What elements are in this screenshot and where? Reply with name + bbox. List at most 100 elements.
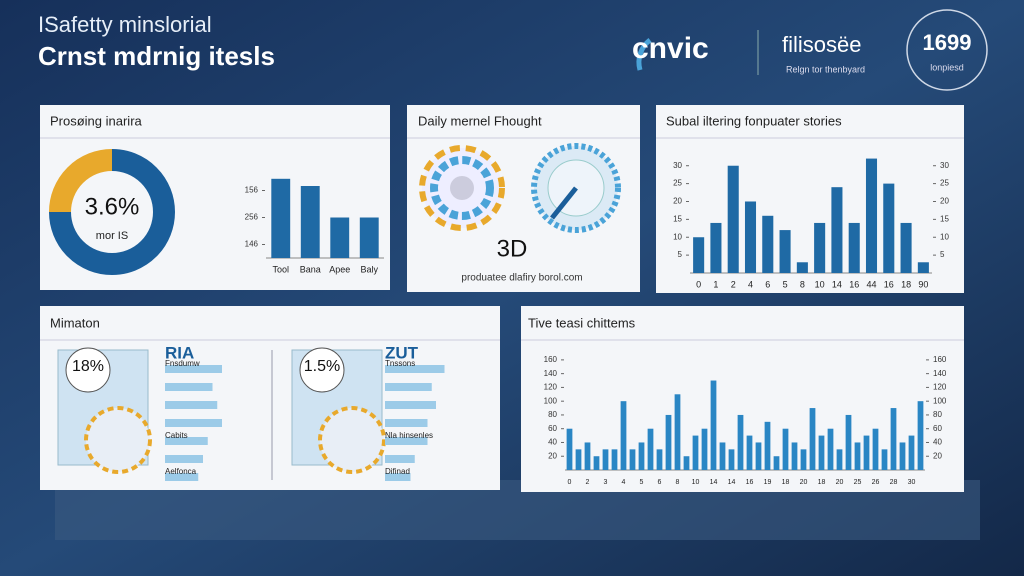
brand2-sub: Relgn tor thenbyard (786, 64, 865, 74)
bar (165, 383, 213, 391)
bar (845, 414, 852, 470)
category-label: Aelfonca (165, 467, 197, 476)
bar (728, 449, 735, 470)
bar (917, 262, 929, 273)
bar (271, 178, 291, 258)
donut-sub: mor IS (96, 230, 128, 242)
bar (848, 222, 860, 273)
x-tick-label: Apee (329, 264, 350, 274)
category-label: Nla hinsenles (385, 431, 433, 440)
bar (796, 262, 808, 273)
title: ISafetty minslorial (38, 12, 212, 37)
panel-title: Mimaton (50, 315, 100, 330)
bar (165, 419, 222, 427)
bar (701, 428, 708, 470)
x-tick-label: 2 (731, 279, 736, 289)
callout (299, 347, 345, 393)
y-tick-label: 156 (245, 186, 259, 195)
bar (762, 215, 774, 273)
y-tick-label: 15 (940, 214, 949, 223)
bar (744, 201, 757, 273)
y-tick-label: 80 (933, 410, 942, 419)
bar (737, 414, 744, 470)
bar (791, 442, 798, 470)
y-tick-label: 256 (245, 213, 259, 222)
label: 3D (497, 235, 528, 262)
x-tick-label: Tool (272, 264, 289, 274)
badge (906, 9, 988, 91)
bar (330, 217, 350, 258)
x-tick-label: 25 (854, 479, 862, 486)
x-tick-label: 8 (676, 479, 680, 486)
y-tick-label: 25 (940, 179, 949, 188)
bar (674, 394, 681, 470)
y-tick-label: 15 (673, 214, 682, 223)
bar (385, 401, 436, 409)
x-tick-label: 3 (604, 479, 608, 486)
bar (814, 222, 826, 273)
x-tick-label: 26 (872, 479, 880, 486)
y-tick-label: 40 (548, 438, 557, 447)
bar (883, 183, 895, 273)
y-tick-label: 30 (673, 161, 682, 170)
x-tick-label: 18 (782, 479, 790, 486)
bar (899, 442, 906, 470)
panel-title: Subal iltering fonpuater stories (666, 113, 842, 128)
bar (809, 408, 816, 470)
y-tick-label: 20 (548, 451, 557, 460)
bar (385, 455, 415, 463)
x-tick-label: 0 (696, 279, 701, 289)
bar (881, 449, 888, 470)
bar (602, 449, 609, 470)
bar (584, 442, 591, 470)
panel-title: Tive teasi chittems (528, 315, 636, 330)
y-tick-label: 100 (544, 396, 558, 405)
x-tick-label: 14 (710, 479, 718, 486)
y-tick-label: 5 (940, 250, 945, 259)
big-label: ZUT (385, 343, 419, 362)
y-tick-label: 146 (245, 240, 259, 249)
category-label: Fnsdumw (165, 359, 200, 368)
bar (917, 401, 924, 470)
bar (665, 414, 672, 470)
bar (611, 449, 618, 470)
bar (656, 449, 663, 470)
x-tick-label: Baly (360, 264, 378, 274)
y-tick-label: 120 (933, 383, 947, 392)
x-tick-label: 16 (746, 479, 754, 486)
panel (656, 105, 964, 293)
bar (300, 186, 320, 258)
bar (165, 437, 208, 445)
x-tick-label: 90 (918, 279, 928, 289)
panel-title: Daily mernel Fhought (418, 113, 542, 128)
x-tick-label: 28 (890, 479, 898, 486)
bar (818, 435, 825, 470)
bar (593, 456, 600, 470)
bar (629, 449, 636, 470)
bar (385, 437, 428, 445)
bar (865, 158, 878, 273)
x-tick-label: 16 (884, 279, 894, 289)
bar (836, 449, 843, 470)
category-label: Cabits (165, 431, 188, 440)
bar (710, 222, 722, 273)
bar (647, 428, 654, 470)
bar (746, 435, 753, 470)
y-tick-label: 80 (548, 410, 557, 419)
x-tick-label: 2 (586, 479, 590, 486)
bar (764, 421, 771, 470)
x-tick-label: 20 (836, 479, 844, 486)
bar (908, 435, 915, 470)
x-tick-label: 18 (818, 479, 826, 486)
x-tick-label: 14 (728, 479, 736, 486)
x-tick-label: 44 (866, 279, 876, 289)
y-tick-label: 5 (678, 250, 683, 259)
bar (719, 442, 726, 470)
illustration (318, 406, 386, 474)
x-tick-label: 4 (622, 479, 626, 486)
bar (854, 442, 861, 470)
y-tick-label: 10 (940, 232, 949, 241)
big-value: 18% (72, 358, 104, 375)
wheel (419, 143, 621, 233)
